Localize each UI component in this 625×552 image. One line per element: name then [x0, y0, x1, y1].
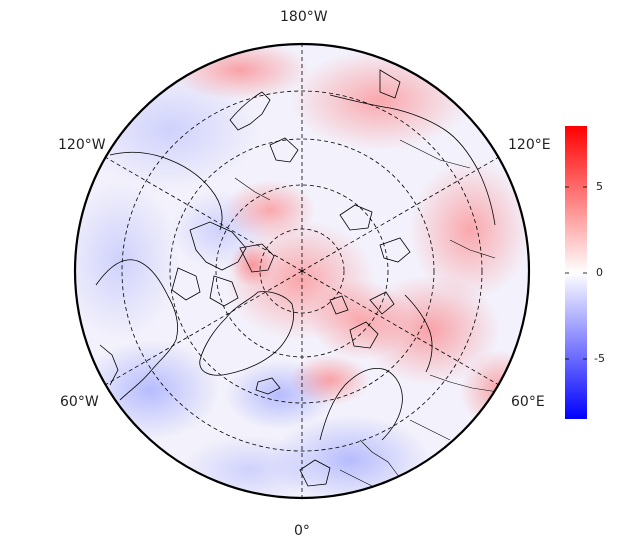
colorbar-tick-label-5: 5 — [596, 180, 603, 193]
arctic-archipelago-coast — [189, 221, 247, 271]
colorbar-tick-label-neg5: -5 — [594, 352, 605, 365]
anomaly-field — [75, 44, 529, 498]
colorbar-tick-label-0: 0 — [596, 266, 603, 279]
greenland-coast — [199, 291, 294, 376]
lon-label-0: 0° — [294, 523, 310, 539]
siberia-coast — [329, 94, 496, 226]
lon-label-120w: 120°W — [58, 137, 106, 153]
graticule — [104, 44, 500, 498]
north-america-coast — [95, 259, 178, 401]
lon-label-120e: 120°E — [508, 137, 551, 153]
scandinavia-coast — [319, 368, 403, 441]
colorbar-ticks — [565, 186, 587, 360]
map-boundary — [73, 42, 531, 500]
alaska-coast — [229, 91, 271, 131]
lon-label-60e: 60°E — [511, 394, 545, 410]
country-borders — [234, 139, 499, 487]
iceland-coast — [255, 377, 281, 395]
coastlines — [95, 69, 496, 487]
colorbar — [565, 126, 587, 419]
lon-label-180w: 180°W — [280, 9, 328, 25]
lon-label-60w: 60°W — [60, 394, 99, 410]
